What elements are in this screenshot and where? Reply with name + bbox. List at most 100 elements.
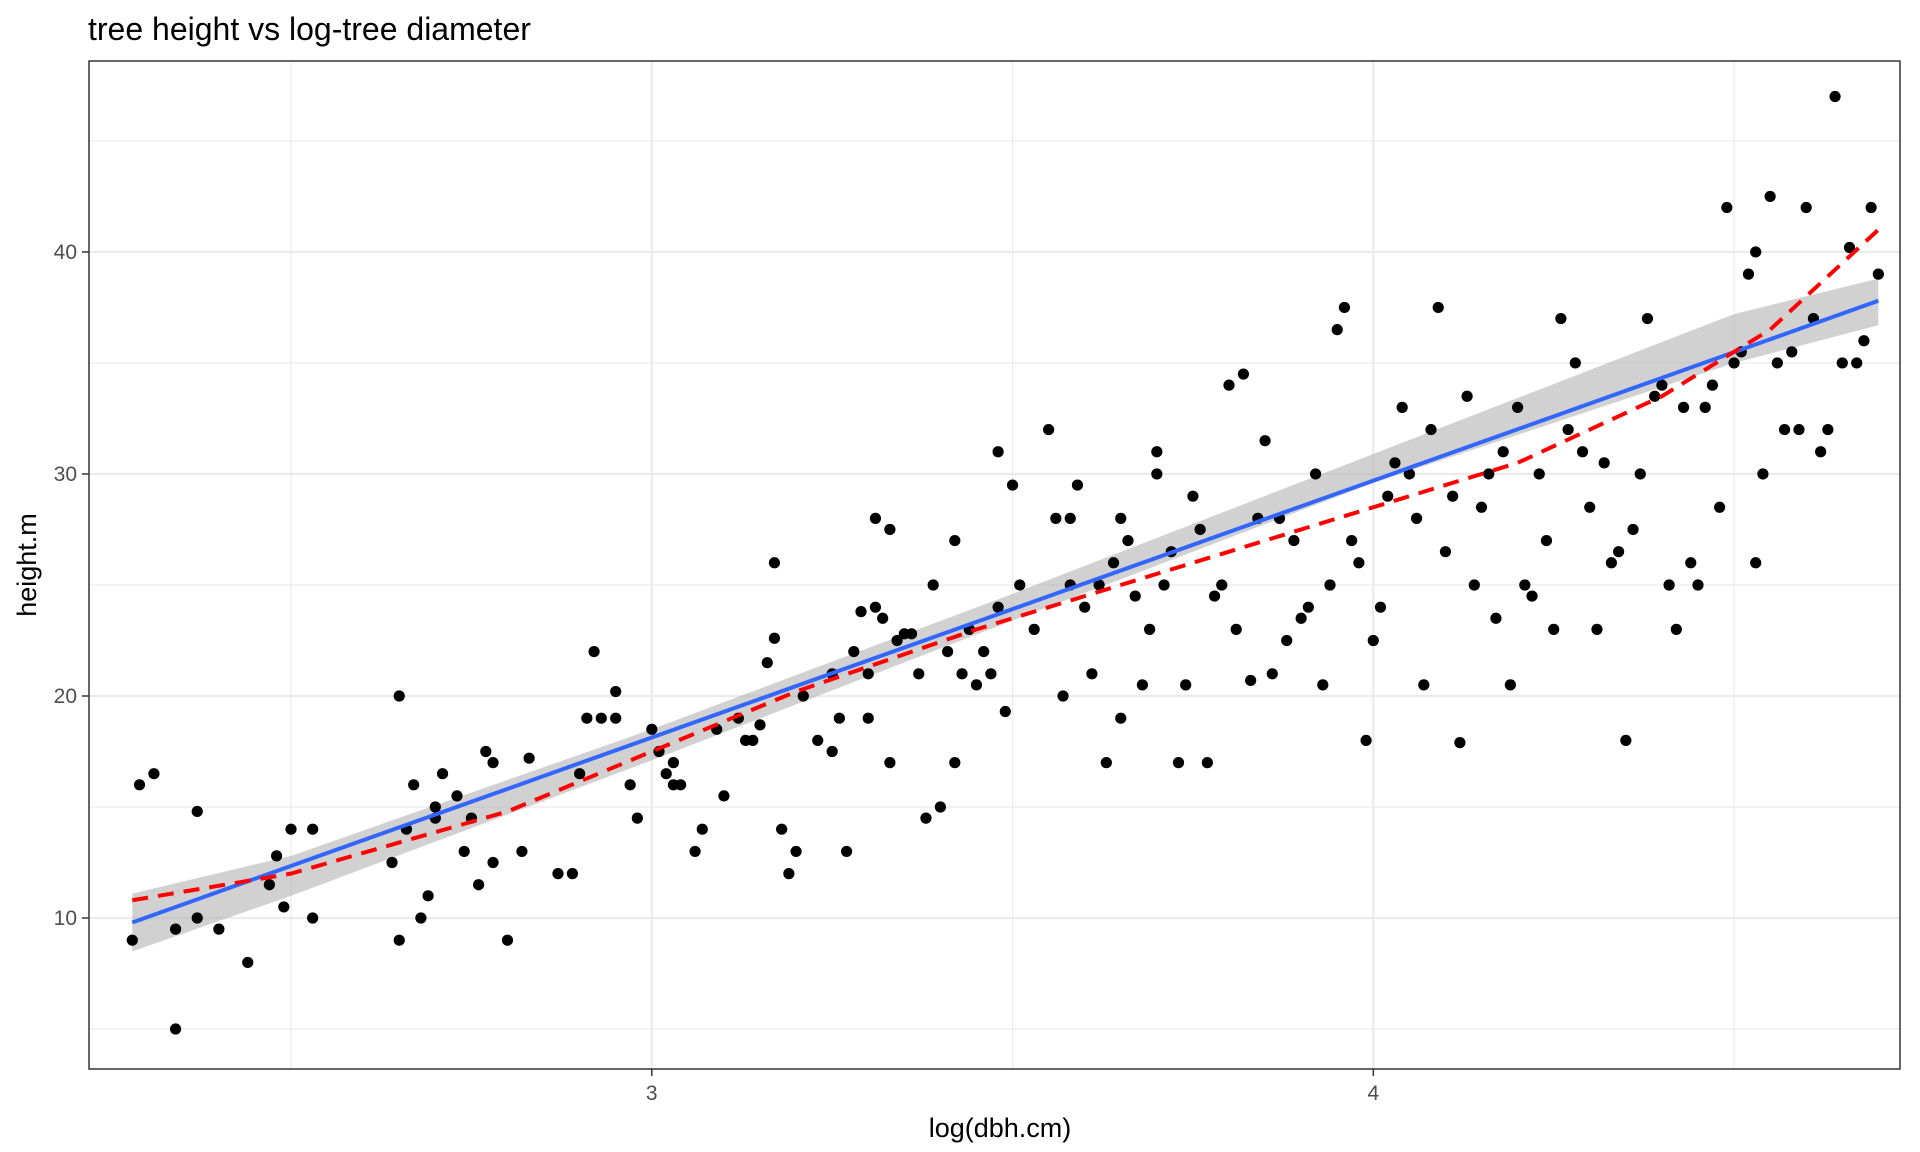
data-point [523,752,535,764]
data-point [1338,301,1351,314]
data-point [1663,579,1675,591]
data-point [1302,601,1314,613]
data-point [927,579,939,591]
data-point [660,768,672,780]
grid-major [89,61,1900,1069]
data-point [516,845,528,858]
data-point [1187,490,1199,502]
data-point [783,868,795,880]
data-point [1771,357,1783,369]
data-point [1519,579,1531,591]
data-point [1403,468,1415,480]
data-point [429,801,441,813]
data-point [1317,679,1329,691]
data-point [169,1023,182,1035]
data-point [191,805,203,818]
data-point [970,679,983,691]
data-point [1778,423,1791,436]
data-point [1194,523,1206,536]
data-point [1836,357,1848,369]
data-point [1605,557,1617,569]
data-point [833,712,845,724]
y-tick-label: 30 [54,463,77,486]
panel-border [88,60,1901,1070]
data-point [1129,590,1141,602]
data-point [1382,490,1394,502]
plot-panel [88,60,1901,1070]
x-tick-label: 4 [1367,1082,1379,1105]
data-point [1540,534,1553,547]
data-point [1180,679,1192,691]
data-point [1692,579,1704,591]
data-point [1764,190,1776,203]
data-point [1216,579,1228,591]
y-tick-label: 20 [54,685,77,708]
data-point [1699,401,1711,413]
data-point [480,745,492,758]
data-point [985,668,997,680]
data-point [1815,446,1827,458]
data-point [458,845,470,858]
data-point [588,645,600,658]
data-point [790,845,802,858]
data-point [1367,634,1379,647]
data-point [242,956,254,969]
data-point [1591,623,1603,635]
data-point [1822,423,1834,436]
data-point [646,723,658,735]
data-point [1497,446,1509,458]
x-axis-title: log(dbh.cm) [929,1113,1072,1143]
data-point [891,634,903,647]
data-point [1627,523,1639,536]
data-point [574,768,586,780]
data-point [913,668,925,680]
data-point [1706,379,1719,391]
data-point [1136,679,1149,691]
data-point [1511,401,1524,413]
grid-minor [89,61,1900,1069]
data-point [797,690,809,702]
data-point [949,757,961,769]
data-point [1656,379,1668,391]
data-point [1569,357,1581,369]
data-point [1800,201,1812,214]
data-point [761,657,773,669]
data-point [473,879,485,891]
fit-lines-layer [131,228,1880,925]
data-point [1793,423,1805,436]
data-point [1014,579,1026,591]
x-tick-label: 3 [646,1082,658,1105]
data-point [1331,324,1343,336]
data-point [169,923,182,935]
data-point [956,668,968,680]
data-point [1374,601,1387,613]
data-point [422,890,434,902]
data-point [393,934,405,946]
data-point [1750,557,1762,569]
data-point [942,645,954,658]
data-point [133,779,146,791]
data-point [1259,435,1271,447]
data-point [610,685,622,698]
data-point [1064,512,1076,524]
data-point [1714,501,1726,513]
data-point [566,868,579,880]
linear-fit-line [131,298,1880,925]
data-point [1309,468,1322,480]
panel-background [89,61,1900,1069]
data-point [855,606,867,618]
data-point [1872,268,1884,280]
data-point [1353,557,1365,569]
data-point [1115,512,1127,524]
data-point [1107,557,1120,569]
data-point [768,632,781,644]
data-point [1490,612,1502,624]
smooth-fit-line [131,228,1880,903]
data-point [393,690,405,702]
data-point [631,812,643,824]
y-tick-label: 10 [54,907,77,930]
data-point [436,768,449,780]
data-point [191,912,203,924]
data-point [1620,734,1632,747]
